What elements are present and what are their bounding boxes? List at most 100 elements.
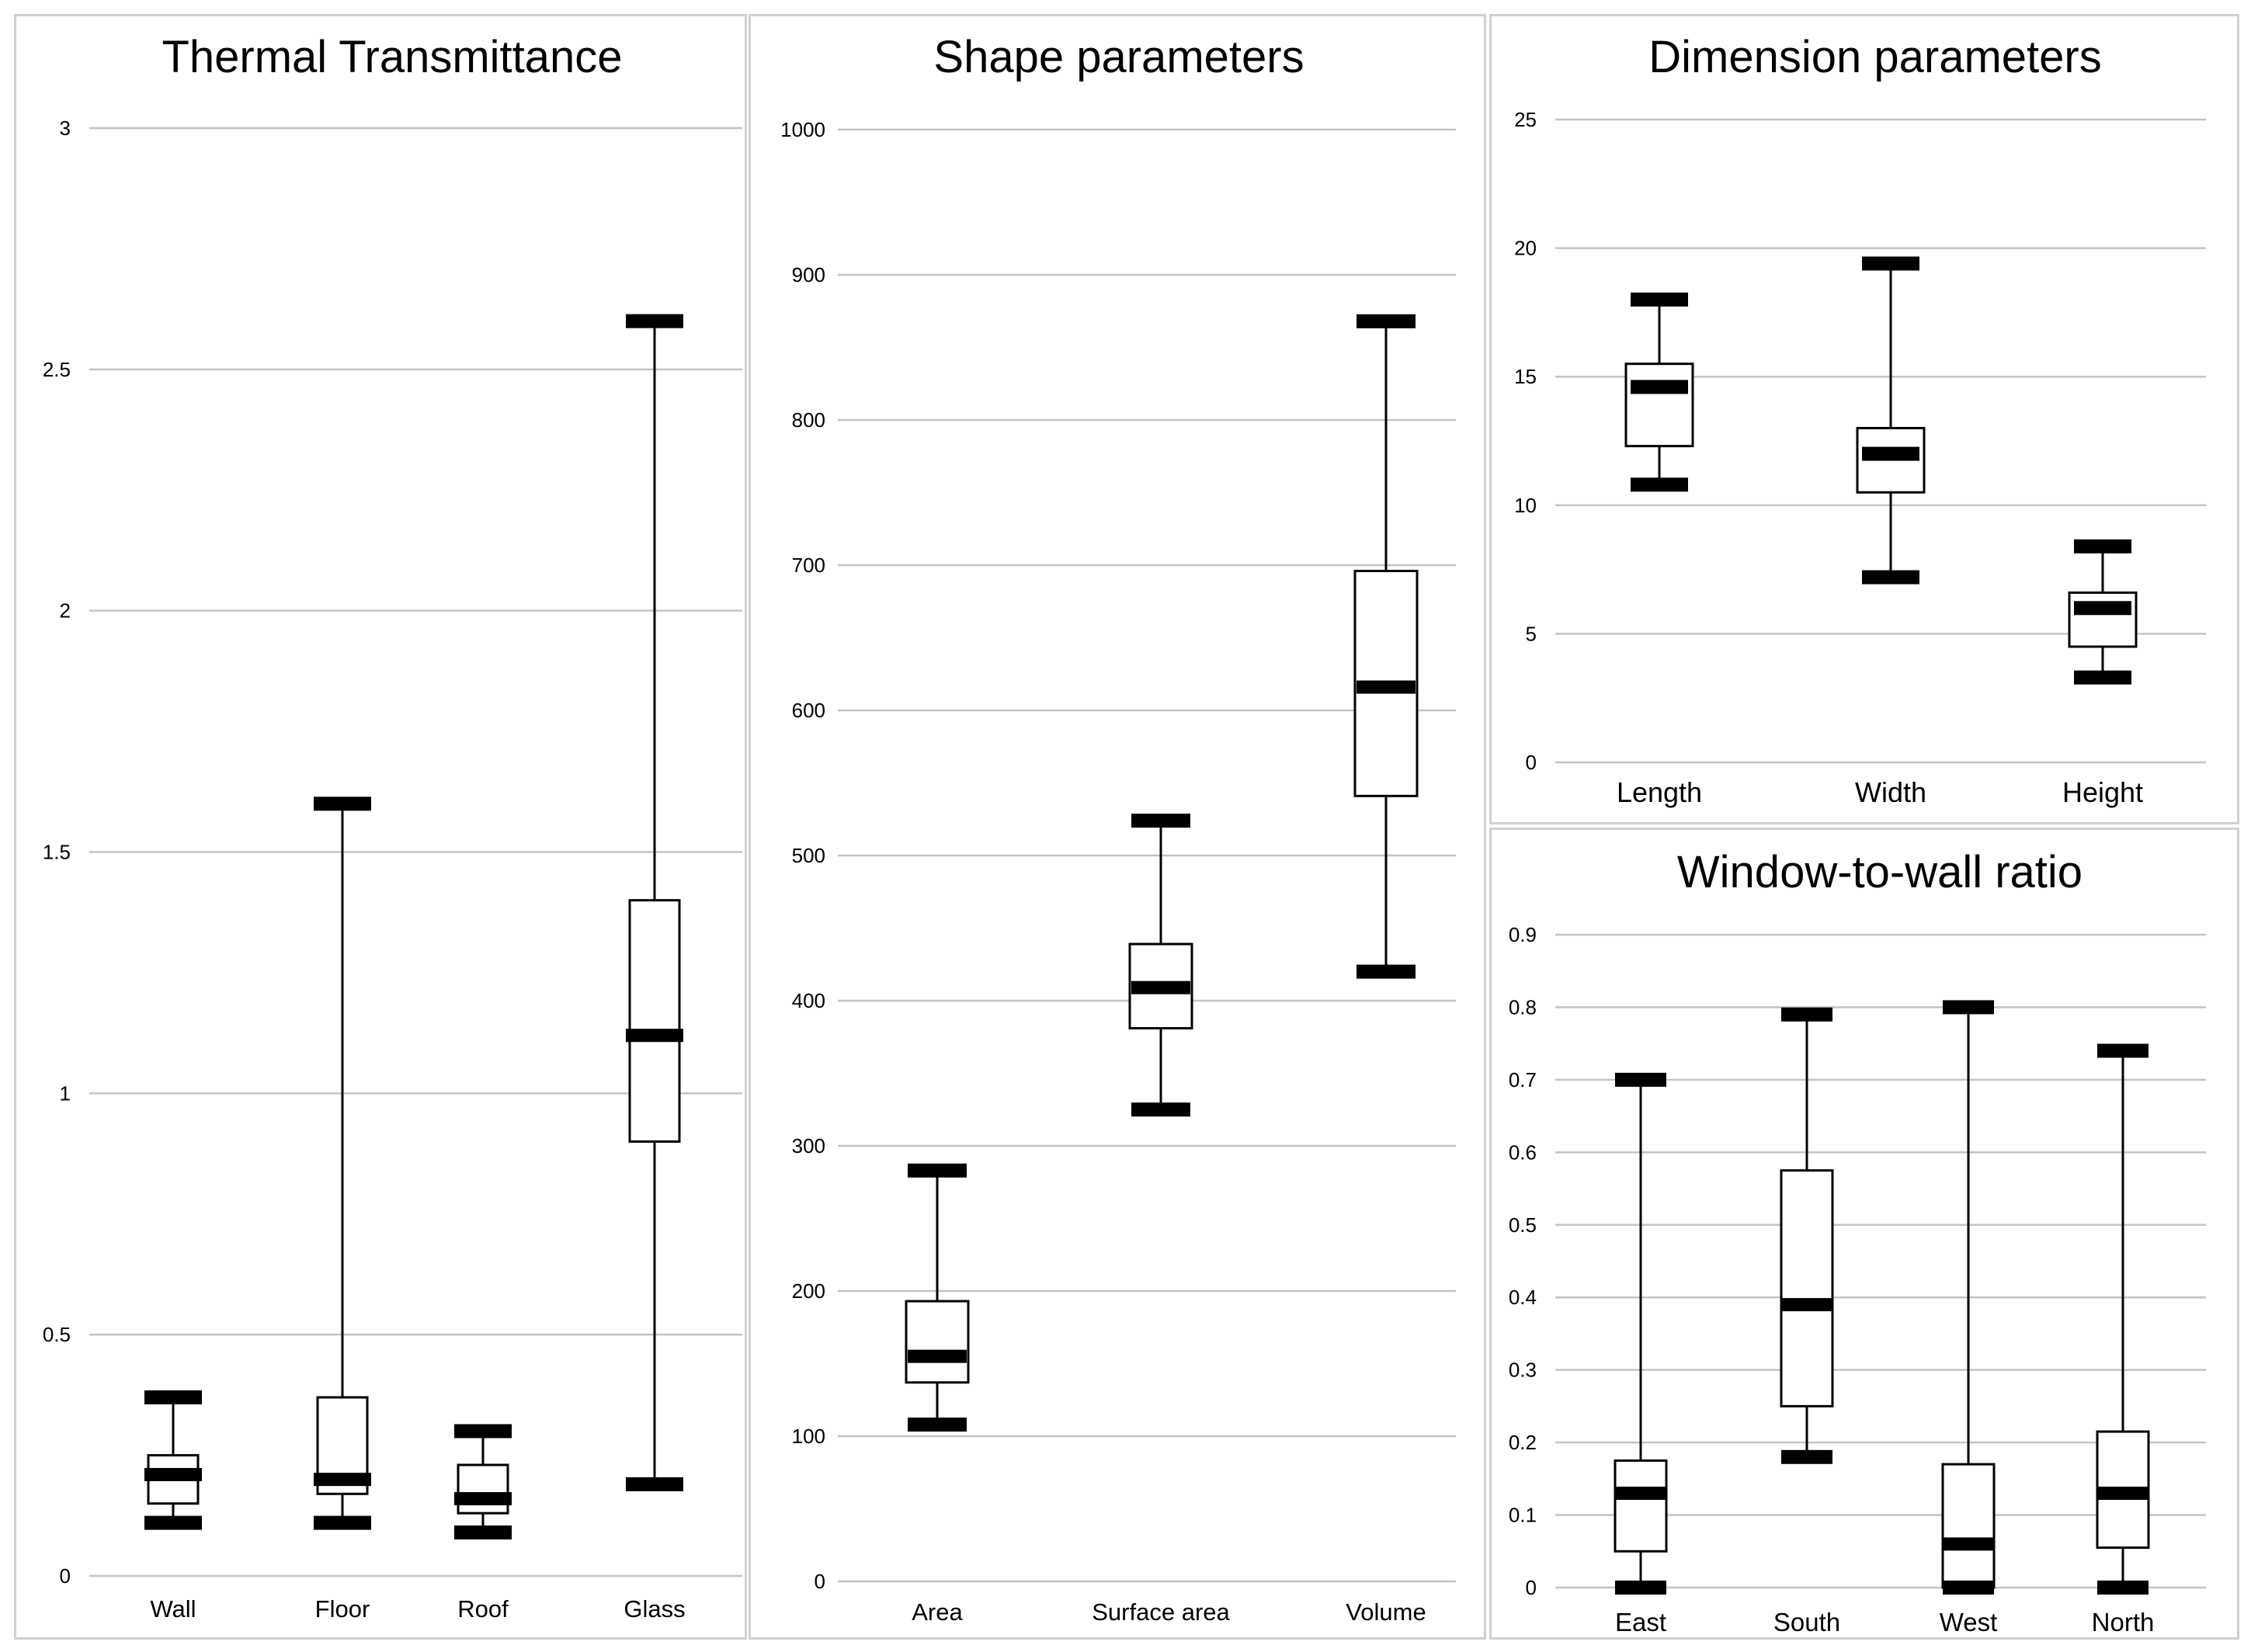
box-volume [1353, 314, 1419, 979]
box-width [1856, 256, 1926, 585]
box-area [905, 1163, 970, 1432]
median-bar [144, 1467, 202, 1481]
y-tick-label: 1000 [780, 118, 825, 141]
box-south [1780, 1007, 1834, 1464]
box-surface-area [1128, 814, 1193, 1117]
box-floor [314, 796, 371, 1530]
box-east [1614, 1072, 1668, 1595]
y-tick-label: 700 [792, 554, 825, 577]
x-category-label: Surface area [1092, 1598, 1230, 1626]
max-cap [626, 314, 683, 328]
median-bar [1131, 980, 1190, 994]
x-category-label: Floor [315, 1595, 370, 1622]
x-category-label: East [1615, 1608, 1666, 1636]
min-cap [2074, 670, 2131, 685]
y-tick-label: 600 [792, 699, 825, 722]
iqr-box [1614, 1459, 1668, 1553]
y-tick-label: 1 [60, 1081, 71, 1105]
chart-title: Thermal Transmittance [162, 32, 622, 82]
max-cap [1631, 292, 1688, 307]
median-bar [908, 1349, 967, 1363]
min-cap [1615, 1581, 1666, 1595]
y-tick-label: 900 [792, 263, 825, 286]
box-glass [626, 314, 683, 1491]
max-cap [454, 1424, 512, 1439]
chart-title: Shape parameters [933, 32, 1304, 82]
y-tick-label: 1.5 [43, 841, 71, 864]
y-tick-label: 0.4 [1509, 1286, 1537, 1309]
y-tick-label: 0 [815, 1570, 825, 1593]
median-bar [2074, 601, 2131, 616]
min-cap [454, 1525, 512, 1540]
min-cap [1943, 1581, 1994, 1595]
x-category-label: North [2092, 1608, 2155, 1636]
iqr-box [1624, 363, 1694, 448]
max-cap [1862, 256, 1919, 271]
iqr-box [457, 1463, 509, 1515]
y-tick-label: 0.3 [1509, 1359, 1537, 1382]
y-tick-label: 300 [792, 1134, 825, 1157]
y-tick-label: 0.8 [1509, 995, 1537, 1019]
max-cap [1615, 1072, 1666, 1087]
max-cap [1131, 814, 1190, 828]
max-cap [2097, 1043, 2149, 1058]
x-category-label: West [1940, 1608, 1998, 1636]
median-bar [2097, 1487, 2149, 1501]
iqr-box [1780, 1169, 1834, 1407]
min-cap [1131, 1102, 1190, 1117]
chart-title: Window-to-wall ratio [1677, 847, 2083, 897]
window-to-wall-ratio-chart: Window-to-wall ratio 0 0.1 0.2 0.3 0.4 0.5 0.6 0… [1509, 847, 2206, 1636]
max-cap [908, 1163, 967, 1178]
min-cap [1862, 570, 1919, 585]
shape-parameters-chart: Shape parameters 0 100 200 300 400 500 600 700 80… [780, 32, 1456, 1626]
y-tick-label: 5 [1526, 622, 1537, 645]
y-tick-label: 15 [1514, 365, 1537, 388]
y-tick-label: 0.1 [1509, 1504, 1537, 1527]
x-category-label: Volume [1346, 1598, 1426, 1626]
y-tick-label: 25 [1514, 108, 1537, 131]
median-bar [1631, 380, 1688, 394]
iqr-box [905, 1300, 970, 1384]
x-category-label: South [1773, 1608, 1840, 1636]
x-category-label: Wall [150, 1595, 196, 1622]
box-west [1941, 1000, 1996, 1595]
iqr-box [628, 899, 681, 1143]
dimension-parameters-chart: Dimension parameters 0 5 10 15 20 25 Length Widt… [1514, 32, 2206, 808]
y-tick-label: 100 [792, 1425, 825, 1448]
max-cap [2074, 539, 2131, 554]
min-cap [2097, 1581, 2149, 1595]
box-length [1624, 292, 1694, 492]
max-cap [1781, 1007, 1832, 1022]
shape-parameters-panel: Shape parameters 0 100 200 300 400 500 600 700 80… [749, 14, 1486, 1640]
min-cap [144, 1515, 202, 1530]
max-cap [144, 1390, 202, 1404]
x-category-label: Height [2062, 776, 2143, 808]
y-tick-label: 0.7 [1509, 1068, 1537, 1092]
y-tick-label: 200 [792, 1279, 825, 1303]
min-cap [626, 1477, 683, 1491]
box-height [2068, 539, 2138, 685]
box-wall [144, 1390, 202, 1530]
y-tick-label: 2 [60, 599, 71, 623]
x-category-label: Area [912, 1598, 963, 1626]
max-cap [314, 796, 371, 811]
median-bar [1357, 680, 1416, 694]
y-tick-label: 0.6 [1509, 1140, 1537, 1164]
x-category-label: Width [1855, 776, 1926, 808]
median-bar [1781, 1298, 1832, 1312]
box-north [2096, 1043, 2150, 1595]
y-tick-label: 0.5 [43, 1323, 71, 1346]
y-tick-label: 0.9 [1509, 923, 1537, 946]
thermal-transmittance-panel: Thermal Transmittance 0 0.5 1 1.5 2 2.5 3 Wall Fl… [14, 14, 747, 1640]
x-category-label: Roof [457, 1595, 509, 1622]
min-cap [1357, 964, 1416, 979]
y-tick-label: 10 [1514, 494, 1537, 517]
median-bar [626, 1029, 683, 1043]
min-cap [908, 1418, 967, 1432]
median-bar [314, 1473, 371, 1487]
y-tick-label: 20 [1514, 237, 1537, 260]
window-to-wall-ratio-panel: Window-to-wall ratio 0 0.1 0.2 0.3 0.4 0.5 0.6 0… [1489, 828, 2239, 1640]
median-bar [1862, 446, 1919, 461]
y-tick-label: 3 [60, 116, 71, 140]
x-category-label: Glass [624, 1595, 685, 1622]
